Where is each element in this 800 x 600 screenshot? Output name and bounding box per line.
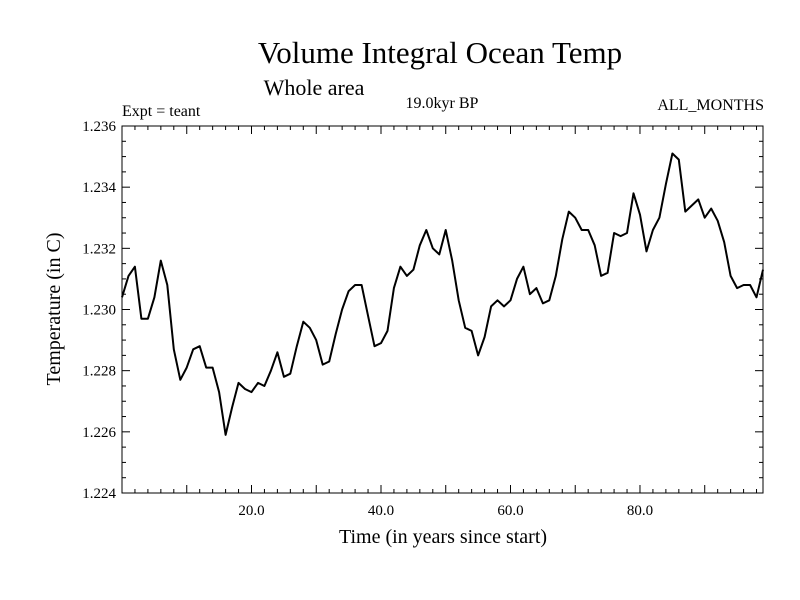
x-axis: 20.0 40.0 60.0 80.0 <box>134 126 758 519</box>
chart-subtitle: Whole area <box>264 75 365 100</box>
y-tick-label: 1.226 <box>82 425 116 441</box>
x-tick-label: 20.0 <box>238 503 264 519</box>
x-axis-label: Time (in years since start) <box>339 526 547 548</box>
y-tick-label: 1.236 <box>82 119 116 135</box>
y-tick-label: 1.232 <box>82 241 116 257</box>
y-tick-label: 1.230 <box>82 303 116 319</box>
y-axis: 1.224 1.226 1.228 1.230 1.232 1.234 1.236 <box>82 119 763 502</box>
x-tick-label: 40.0 <box>368 503 394 519</box>
period-label: 19.0kyr BP <box>406 95 479 112</box>
y-tick-label: 1.224 <box>82 486 116 502</box>
months-label: ALL_MONTHS <box>657 97 764 114</box>
series-layer <box>121 152 764 436</box>
y-tick-label: 1.234 <box>82 180 116 196</box>
y-tick-label: 1.228 <box>82 364 116 380</box>
chart-title: Volume Integral Ocean Temp <box>258 35 622 70</box>
x-tick-label: 80.0 <box>627 503 653 519</box>
series-line <box>121 152 764 436</box>
y-axis-label: Temperature (in C) <box>43 233 65 386</box>
experiment-label: Expt = teant <box>122 103 201 120</box>
x-tick-label: 60.0 <box>497 503 523 519</box>
